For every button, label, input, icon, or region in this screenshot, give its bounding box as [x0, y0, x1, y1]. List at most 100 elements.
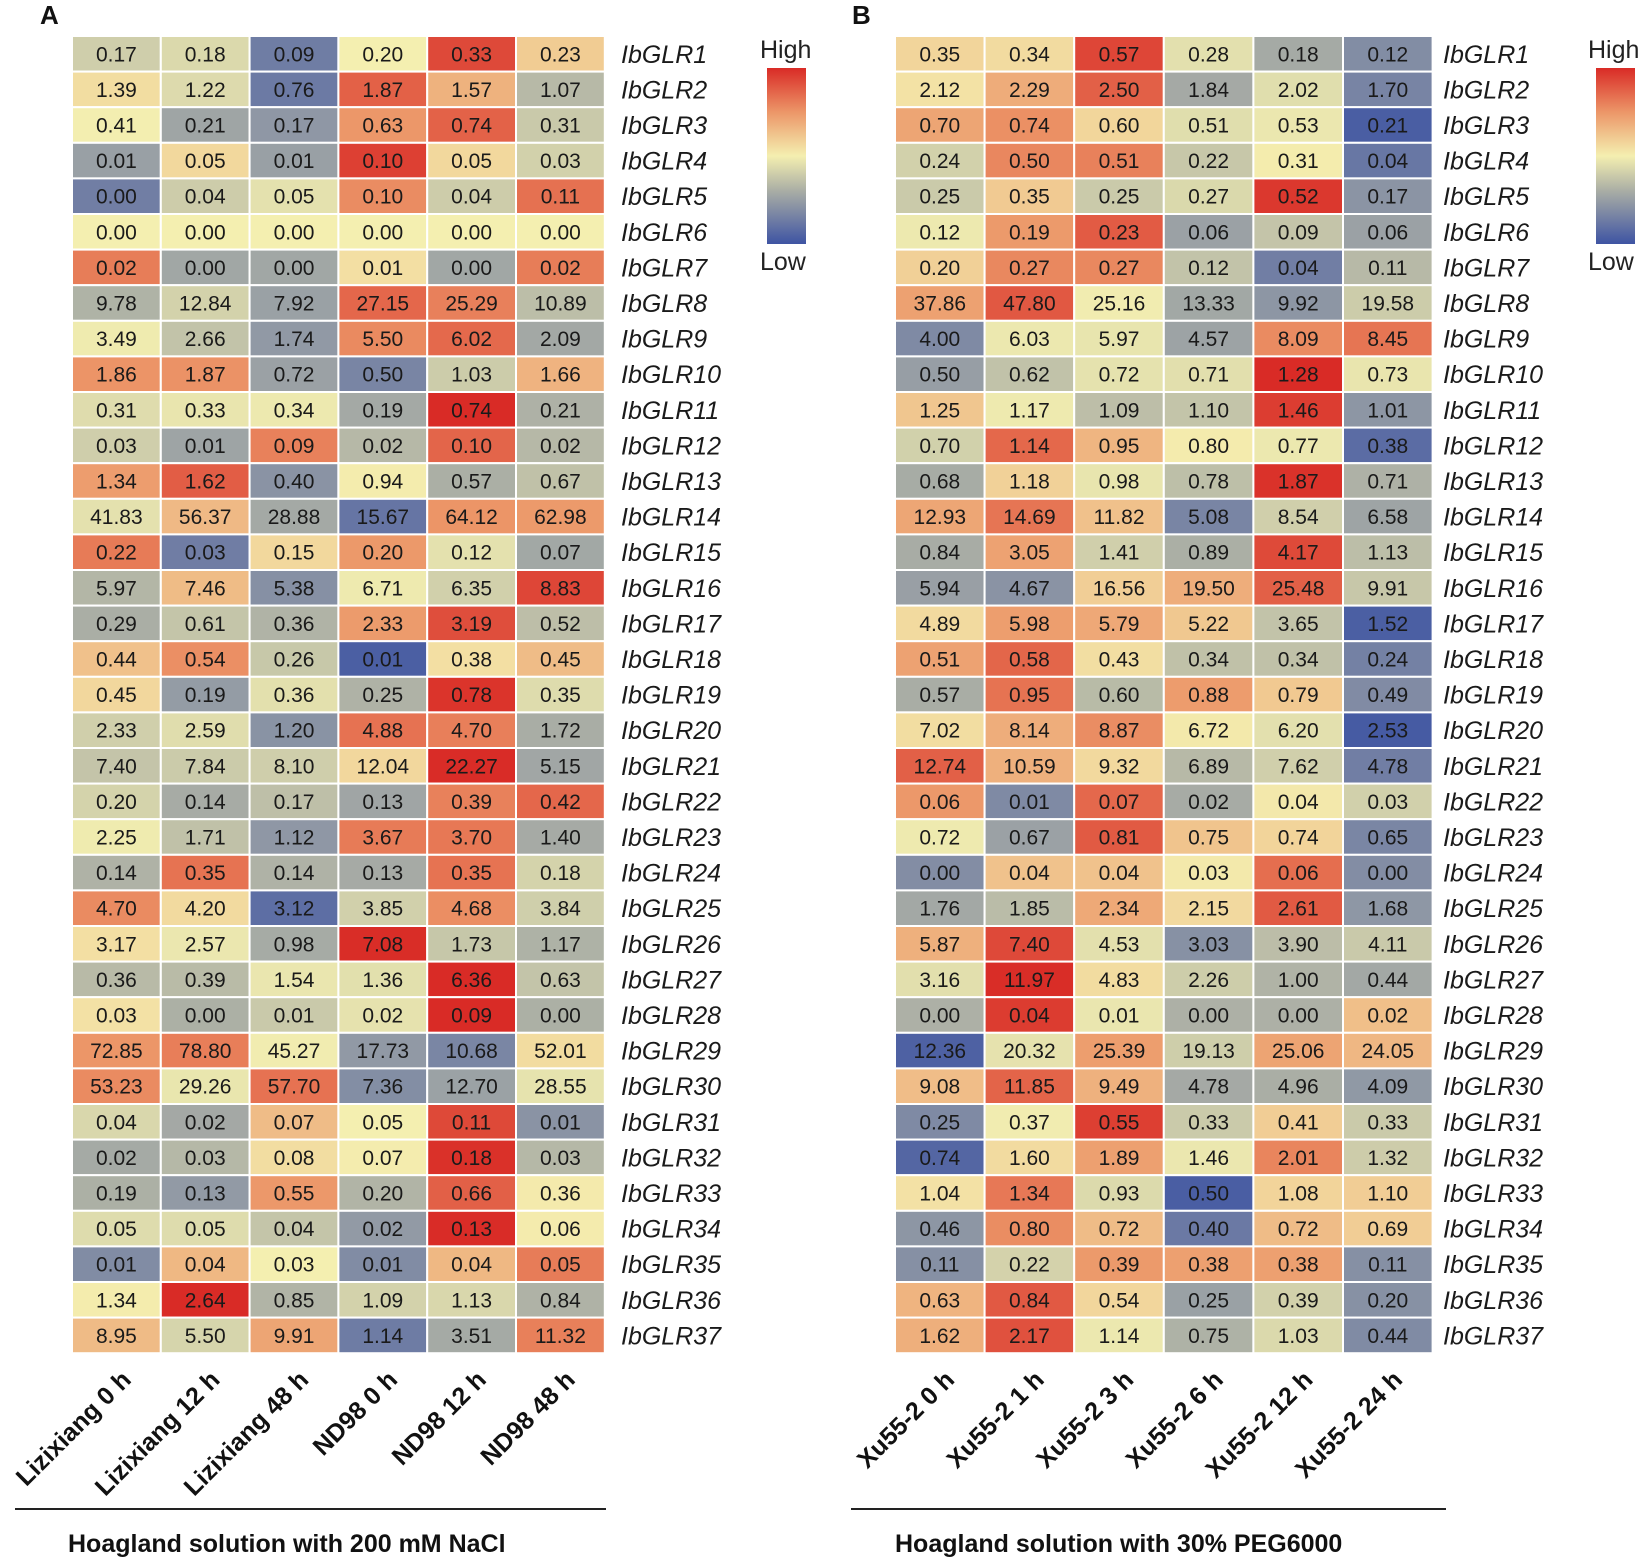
panel-b-treatment-label: Hoagland solution with 30% PEG6000 [895, 1530, 1342, 1558]
cell-value-label: 0.00 [1367, 862, 1408, 885]
cell-value-label: 28.88 [268, 506, 321, 529]
cell-value-label: 0.05 [540, 1254, 581, 1277]
gene-label: IbGLR37 [621, 1322, 722, 1350]
cell-value-label: 1.66 [540, 364, 581, 387]
heatmap-cell [1342, 1245, 1434, 1284]
cell-value-label: 0.21 [540, 399, 581, 422]
cell-value-label: 15.67 [357, 506, 410, 529]
cell-value-label: 0.50 [1188, 1183, 1229, 1206]
cell-value-label: 0.41 [1278, 1111, 1319, 1134]
cell-value-label: 1.52 [1367, 613, 1408, 636]
cell-value-label: 0.01 [96, 150, 137, 173]
legend-low-label: Low [760, 248, 807, 276]
heatmap-cell [426, 569, 518, 607]
cell-value-label: 0.89 [1188, 542, 1229, 565]
heatmap-cell [983, 177, 1076, 215]
heatmap-cell [426, 960, 518, 999]
heatmap-cell [248, 604, 340, 643]
cell-value-label: 0.31 [96, 399, 137, 422]
cell-value-label: 12.84 [179, 293, 232, 316]
heatmap-cell [515, 497, 606, 536]
cell-value-label: 4.57 [1188, 328, 1229, 351]
cell-value-label: 0.44 [1367, 1325, 1408, 1348]
heatmap-cell [337, 996, 429, 1034]
heatmap-cell [983, 1067, 1076, 1106]
heatmap-cell [1073, 106, 1165, 144]
cell-value-label: 29.26 [179, 1076, 232, 1099]
cell-value-label: 3.03 [1188, 933, 1229, 956]
heatmap-cell [1252, 497, 1345, 536]
panel-a-gene-labels: IbGLR1 IbGLR2 IbGLR3 IbGLR4 IbGLR5 IbGLR6 IbGL… [621, 41, 722, 1351]
cell-value-label: 1.03 [451, 364, 492, 387]
cell-value-label: 1.36 [362, 969, 403, 992]
gene-label: IbGLR13 [1443, 468, 1543, 496]
cell-value-label: 6.03 [1009, 328, 1050, 351]
heatmap-cell [1342, 213, 1434, 251]
cell-value-label: 0.65 [1367, 827, 1408, 850]
gene-label: IbGLR35 [1443, 1251, 1543, 1279]
cell-value-label: 1.13 [451, 1289, 492, 1312]
gene-label: IbGLR30 [1443, 1073, 1543, 1101]
cell-value-label: 3.67 [362, 827, 403, 850]
heatmap-cell [71, 248, 162, 287]
heatmap-cell [1342, 711, 1434, 750]
cell-value-label: 1.07 [540, 79, 581, 102]
heatmap-cell [515, 1031, 606, 1070]
heatmap-cell [337, 1209, 429, 1248]
heatmap-cell [894, 569, 986, 607]
cell-value-label: 8.83 [540, 577, 581, 600]
heatmap-cell [1252, 70, 1345, 109]
heatmap-cell [159, 462, 251, 500]
heatmap-cell [1162, 533, 1255, 572]
heatmap-cell [71, 497, 162, 536]
cell-value-label: 9.08 [919, 1076, 960, 1099]
cell-value-label: 2.66 [185, 328, 226, 351]
cell-value-label: 0.33 [451, 43, 492, 66]
panel-b-gene-labels: IbGLR1 IbGLR2 IbGLR3 IbGLR4 IbGLR5 IbGLR6 IbGL… [1443, 41, 1544, 1351]
cell-value-label: 0.00 [185, 1005, 226, 1028]
cell-value-label: 25.16 [1093, 293, 1146, 316]
cell-value-label: 37.86 [914, 293, 967, 316]
heatmap-cell [1162, 747, 1255, 785]
heatmap-cell [515, 106, 606, 144]
cell-value-label: 11.97 [1004, 969, 1055, 992]
cell-value-label: 1.20 [274, 720, 315, 743]
heatmap-cell [1342, 1209, 1434, 1248]
gene-label: IbGLR30 [621, 1073, 721, 1101]
heatmap-cell [71, 853, 162, 892]
cell-value-label: 0.03 [274, 1254, 315, 1277]
heatmap-cell [515, 996, 606, 1034]
cell-value-label: 8.45 [1367, 328, 1408, 351]
heatmap-cell [337, 533, 429, 572]
heatmap-cell [337, 1245, 429, 1284]
cell-value-label: 0.34 [274, 399, 315, 422]
cell-value-label: 6.02 [451, 328, 492, 351]
heatmap-cell [1342, 1174, 1434, 1212]
cell-value-label: 0.20 [919, 257, 960, 280]
cell-value-label: 1.17 [1009, 399, 1050, 422]
cell-value-label: 0.68 [919, 471, 960, 494]
heatmap-cell [1073, 1103, 1165, 1141]
heatmap-cell [159, 711, 251, 750]
cell-value-label: 0.98 [274, 933, 315, 956]
heatmap-cell [426, 782, 518, 821]
cell-value-label: 1.40 [540, 827, 581, 850]
cell-value-label: 0.34 [1009, 43, 1050, 66]
heatmap-cell [1342, 462, 1434, 500]
cell-value-label: 0.04 [1367, 150, 1408, 173]
cell-value-label: 0.14 [185, 791, 226, 814]
heatmap-cell [1252, 1138, 1345, 1177]
cell-value-label: 0.52 [1278, 186, 1319, 209]
cell-value-label: 5.50 [362, 328, 403, 351]
heatmap-cell [983, 569, 1076, 607]
cell-value-label: 0.72 [1099, 1218, 1140, 1241]
cell-value-label: 9.78 [96, 293, 137, 316]
cell-value-label: 3.17 [96, 933, 137, 956]
cell-value-label: 0.09 [274, 435, 315, 458]
cell-value-label: 7.46 [185, 577, 226, 600]
gene-label: IbGLR17 [1443, 610, 1544, 638]
gene-label: IbGLR29 [1443, 1038, 1543, 1066]
heatmap-cell [1162, 604, 1255, 643]
cell-value-label: 0.10 [451, 435, 492, 458]
gene-label: IbGLR2 [621, 76, 707, 104]
